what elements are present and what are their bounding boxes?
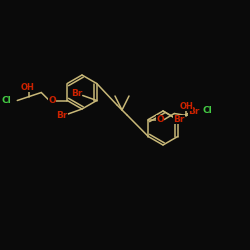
Text: OH: OH [179, 102, 193, 111]
Text: Br: Br [56, 112, 68, 120]
Text: Br: Br [173, 114, 185, 124]
Text: OH: OH [20, 83, 34, 92]
Text: Br: Br [188, 107, 200, 116]
Text: Cl: Cl [2, 96, 11, 105]
Text: O: O [48, 96, 56, 105]
Text: Cl: Cl [202, 106, 212, 115]
Text: Br: Br [71, 89, 83, 98]
Text: O: O [156, 115, 164, 124]
